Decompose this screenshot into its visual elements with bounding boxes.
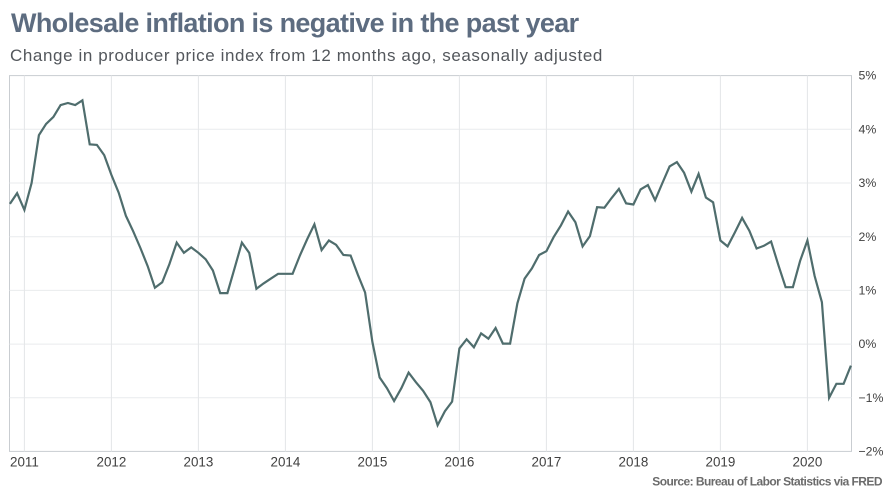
svg-text:2015: 2015 xyxy=(358,455,388,470)
svg-text:2019: 2019 xyxy=(706,455,736,470)
svg-text:2017: 2017 xyxy=(532,455,562,470)
svg-text:−2%: −2% xyxy=(859,445,884,459)
svg-text:Source: Bureau of Labor Statis: Source: Bureau of Labor Statistics via F… xyxy=(652,474,883,488)
svg-text:2020: 2020 xyxy=(793,455,823,470)
svg-text:2012: 2012 xyxy=(97,455,127,470)
svg-text:4%: 4% xyxy=(859,122,877,136)
svg-text:5%: 5% xyxy=(859,69,877,83)
svg-text:2018: 2018 xyxy=(619,455,649,470)
svg-text:3%: 3% xyxy=(859,176,877,190)
svg-text:2014: 2014 xyxy=(271,455,301,470)
svg-text:2016: 2016 xyxy=(445,455,475,470)
svg-text:2%: 2% xyxy=(859,230,877,244)
svg-text:2011: 2011 xyxy=(10,455,39,470)
svg-text:2013: 2013 xyxy=(184,455,214,470)
svg-text:1%: 1% xyxy=(859,284,877,298)
svg-text:0%: 0% xyxy=(859,337,877,351)
svg-text:−1%: −1% xyxy=(859,391,884,405)
